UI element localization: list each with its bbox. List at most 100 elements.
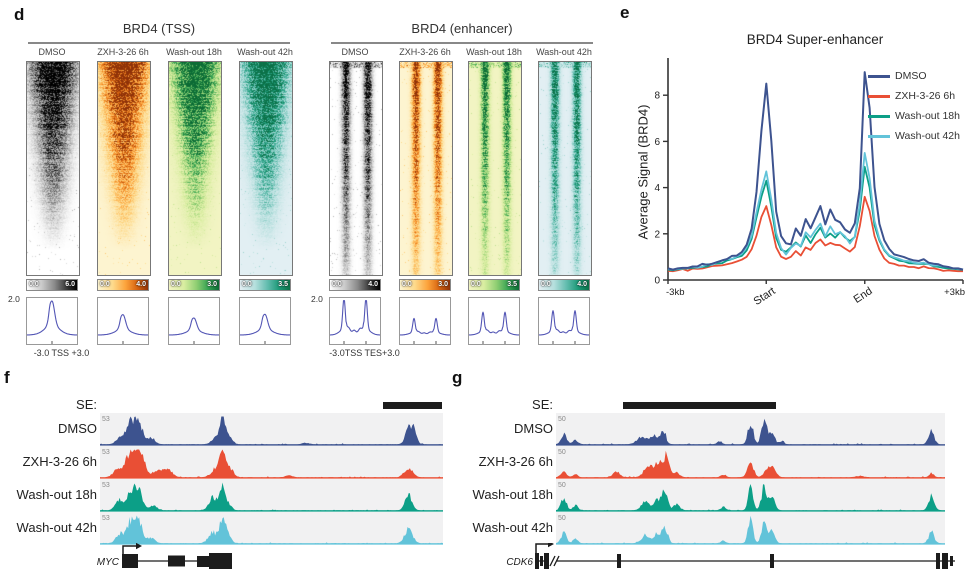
track-scale-label: 53 xyxy=(102,482,110,489)
signal-track-dmso: 50 xyxy=(556,413,945,446)
super-enhancer-line-chart: 0 2 4 6 8 -3kb Start End +3kb xyxy=(654,58,965,308)
legend-item: ZXH-3-26 6h xyxy=(868,86,960,106)
colorbar: 0.0 3.5 xyxy=(239,279,291,291)
colorbar-max: 3.5 xyxy=(507,281,517,288)
genome-tracks-cdk6: 50 50 50 50 xyxy=(556,413,945,545)
heatmap-canvas xyxy=(27,62,79,275)
svg-text:2: 2 xyxy=(654,229,660,240)
signal-track-wash-out-42h: 53 xyxy=(100,512,443,545)
track-label: DMSO xyxy=(58,421,97,436)
heatmap-frame xyxy=(97,61,151,276)
profile-plot xyxy=(468,297,520,345)
line-chart-title: BRD4 Super-enhancer xyxy=(746,32,884,47)
legend-swatch xyxy=(868,134,890,138)
track-label: ZXH-3-26 6h xyxy=(478,454,553,469)
heatmap-canvas xyxy=(240,62,292,275)
heatmap-frame xyxy=(329,61,383,276)
track-scale-label: 53 xyxy=(102,449,110,456)
colorbar-min: 0.0 xyxy=(332,281,342,288)
colorbar: 0.0 4.0 xyxy=(538,279,590,291)
heatmap-group-tss: BRD4 (TSS) 2.0 -3.0 TSS +3.0 DMSO 0.0 6.0 Z… xyxy=(8,21,293,366)
svg-text:-3kb: -3kb xyxy=(666,287,684,298)
track-labels-g: DMSO ZXH-3-26 6h Wash-out 18h Wash-out 42h xyxy=(450,413,553,545)
colorbar-max: 3.0 xyxy=(207,281,217,288)
svg-text:Start: Start xyxy=(752,285,778,308)
signal-track-zxh-3-26-6h: 53 xyxy=(100,446,443,479)
heatmap-column-label: Wash-out 18h xyxy=(466,47,522,57)
svg-text:+3kb: +3kb xyxy=(944,287,965,298)
colorbar-max: 6.0 xyxy=(65,281,75,288)
heatmap-column-label: Wash-out 18h xyxy=(166,47,222,57)
track-label: Wash-out 42h xyxy=(472,520,553,535)
track-scale-label: 53 xyxy=(102,515,110,522)
colorbar-min: 0.0 xyxy=(541,281,551,288)
se-region-bar-f xyxy=(383,402,442,409)
svg-text:8: 8 xyxy=(654,91,660,102)
track-scale-label: 50 xyxy=(558,416,566,423)
heatmap-column-label: Wash-out 42h xyxy=(237,47,293,57)
track-label: Wash-out 18h xyxy=(16,487,97,502)
signal-track-wash-out-18h: 50 xyxy=(556,479,945,512)
colorbar: 0.0 4.0 xyxy=(97,279,149,291)
legend-swatch xyxy=(868,74,890,78)
se-annotation-label-f: SE: xyxy=(76,397,97,412)
track-label: Wash-out 18h xyxy=(472,487,553,502)
profile-plot xyxy=(239,297,291,345)
track-scale-label: 50 xyxy=(558,449,566,456)
track-scale-label: 50 xyxy=(558,482,566,489)
colorbar-max: 4.0 xyxy=(368,281,378,288)
heatmap-column-label: ZXH-3-26 6h xyxy=(97,47,149,57)
genome-tracks-myc: 53 53 53 53 xyxy=(100,413,443,545)
panel-e-label: e xyxy=(620,3,630,22)
signal-track-dmso: 53 xyxy=(100,413,443,446)
se-annotation-label-g: SE: xyxy=(532,397,553,412)
colorbar-min: 0.0 xyxy=(402,281,412,288)
profile-xaxis-label: -3.0TSS TES+3.0 xyxy=(329,348,400,358)
colorbar: 0.0 6.0 xyxy=(26,279,78,291)
track-labels-f: DMSO ZXH-3-26 6h Wash-out 18h Wash-out 42h xyxy=(0,413,97,545)
legend-label: Wash-out 18h xyxy=(895,110,960,122)
colorbar: 0.0 4.0 xyxy=(329,279,381,291)
profile-plot xyxy=(26,297,78,345)
heatmap-frame xyxy=(538,61,592,276)
track-label: ZXH-3-26 6h xyxy=(22,454,97,469)
heatmap-frame xyxy=(26,61,80,276)
legend-label: Wash-out 42h xyxy=(895,130,960,142)
track-label: DMSO xyxy=(514,421,553,436)
heatmap-canvas xyxy=(539,62,591,275)
profile-ymax-label: 2.0 xyxy=(311,294,323,304)
svg-text:0: 0 xyxy=(654,276,660,287)
panel-d-label: d xyxy=(14,5,25,24)
title-underline xyxy=(28,42,290,44)
profile-plot xyxy=(399,297,451,345)
colorbar-min: 0.0 xyxy=(242,281,252,288)
legend-swatch xyxy=(868,94,890,98)
colorbar-max: 4.0 xyxy=(136,281,146,288)
gene-model-myc: MYC xyxy=(97,543,232,569)
heatmap-canvas xyxy=(469,62,521,275)
gene-model-cdk6: CDK6 xyxy=(506,543,955,569)
svg-text:4: 4 xyxy=(654,183,660,194)
track-scale-label: 50 xyxy=(558,515,566,522)
legend-item: Wash-out 18h xyxy=(868,106,960,126)
colorbar-max: 3.5 xyxy=(278,281,288,288)
title-underline xyxy=(331,42,593,44)
colorbar: 0.0 3.0 xyxy=(399,279,451,291)
colorbar: 0.0 3.0 xyxy=(168,279,220,291)
chart-legend: DMSO ZXH-3-26 6h Wash-out 18h Wash-out 42h xyxy=(868,66,960,146)
panel-g-label: g xyxy=(452,368,463,387)
colorbar-min: 0.0 xyxy=(100,281,110,288)
heatmap-canvas xyxy=(400,62,452,275)
colorbar-max: 3.0 xyxy=(438,281,448,288)
heatmap-column-label: ZXH-3-26 6h xyxy=(399,47,451,57)
profile-plot xyxy=(97,297,149,345)
heatmap-column-label: Wash-out 42h xyxy=(536,47,592,57)
track-scale-label: 53 xyxy=(102,416,110,423)
panel-f-label: f xyxy=(4,368,10,387)
heatmap-group-tss-title: BRD4 (TSS) xyxy=(122,21,196,36)
legend-label: DMSO xyxy=(895,70,927,82)
colorbar-max: 4.0 xyxy=(577,281,587,288)
heatmap-canvas xyxy=(330,62,382,275)
colorbar: 0.0 3.5 xyxy=(468,279,520,291)
